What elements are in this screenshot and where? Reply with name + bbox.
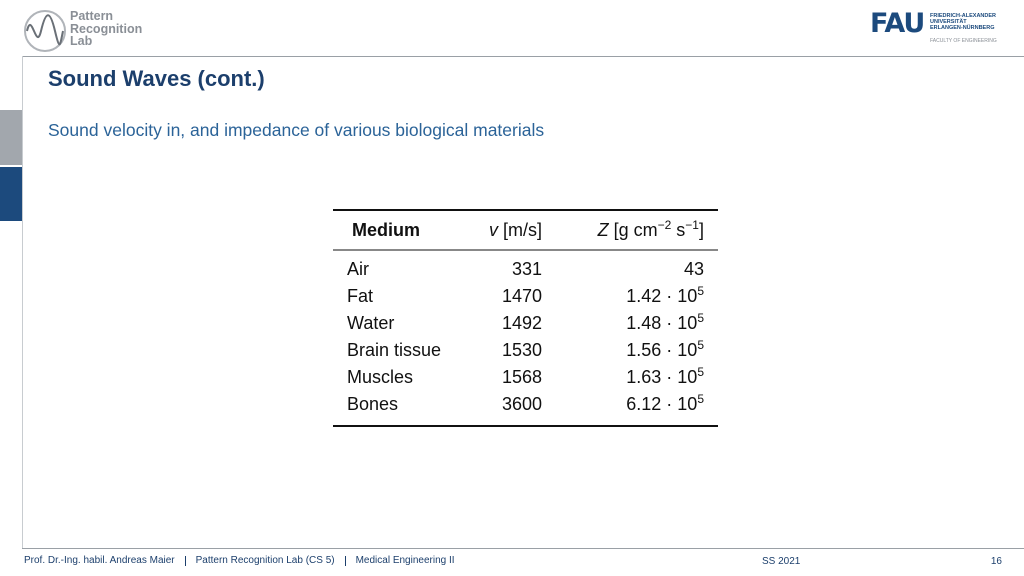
impedance-cell: 1.48 · 105 xyxy=(626,311,704,334)
impedance-cell: 1.63 · 105 xyxy=(626,365,704,388)
velocity-cell: 1470 xyxy=(501,286,542,306)
footer: Prof. Dr.-Ing. habil. Andreas Maier Patte… xyxy=(24,556,465,566)
unit: [g cm xyxy=(613,220,658,240)
side-tab xyxy=(0,110,22,165)
side-tab-active xyxy=(0,167,22,221)
table-row: Brain tissue 1530 1.56 · 105 xyxy=(333,338,718,367)
symbol: Z xyxy=(597,220,609,240)
footer-semester: SS 2021 xyxy=(762,556,801,567)
exponent: 5 xyxy=(697,284,704,298)
fau-name: FRIEDRICH-ALEXANDER UNIVERSITÄT ERLANGEN… xyxy=(930,13,996,31)
slide-subtitle: Sound velocity in, and impedance of vari… xyxy=(48,120,545,140)
velocity-cell: 3600 xyxy=(501,394,542,414)
table-row: Bones 3600 6.12 · 105 xyxy=(333,392,718,421)
unit: s xyxy=(671,220,686,240)
fau-name-line: UNIVERSITÄT xyxy=(930,19,967,25)
table: Medium v [m/s] Z [g cm−2 s−1] Air 331 43 Fa… xyxy=(333,209,718,414)
medium-cell: Fat xyxy=(347,286,374,306)
exponent: 5 xyxy=(697,392,704,406)
header-cell: v [m/s] xyxy=(489,220,542,241)
impedance-cell: 43 xyxy=(684,259,704,280)
mantissa: 1.48 · 10 xyxy=(626,313,698,333)
footer-item: Medical Engineering II xyxy=(355,555,455,566)
unit-exp: −2 xyxy=(657,218,672,232)
symbol: v xyxy=(488,220,498,240)
impedance-cell: 1.56 · 105 xyxy=(626,338,704,361)
exponent: 5 xyxy=(697,365,704,379)
medium-cell: Bones xyxy=(347,394,399,414)
table-header: Medium v [m/s] Z [g cm−2 s−1] xyxy=(333,218,718,260)
velocity-cell: 1568 xyxy=(501,367,542,387)
header-cell: Z [g cm−2 s−1] xyxy=(597,218,704,241)
medium-cell: Water xyxy=(347,313,395,333)
medium-cell: Air xyxy=(347,259,369,279)
table-row: Air 331 43 xyxy=(333,259,718,286)
logo-wave xyxy=(26,14,64,46)
slide-title: Sound Waves (cont.) xyxy=(48,66,265,91)
impedance-cell: 6.12 · 105 xyxy=(626,392,704,415)
unit: ] xyxy=(698,220,704,240)
logo-text: Pattern Recognition Lab xyxy=(70,10,142,48)
mantissa: 6.12 · 10 xyxy=(626,394,698,414)
velocity-cell: 331 xyxy=(511,259,542,279)
mantissa: 1.42 · 10 xyxy=(626,286,698,306)
unit: [m/s] xyxy=(503,220,542,240)
fau-name-line: ERLANGEN-NÜRNBERG xyxy=(930,25,995,31)
table-row: Fat 1470 1.42 · 105 xyxy=(333,284,718,313)
fau-logo: FAU xyxy=(870,8,925,39)
exponent: 5 xyxy=(697,338,704,352)
footer-item: Prof. Dr.-Ing. habil. Andreas Maier xyxy=(24,556,186,566)
fau-faculty: FACULTY OF ENGINEERING xyxy=(930,38,997,44)
logo-line: Lab xyxy=(70,34,93,48)
mantissa: 1.63 · 10 xyxy=(626,367,698,387)
mantissa: 43 xyxy=(683,259,704,279)
header-cell: Medium xyxy=(352,220,421,240)
mantissa: 1.56 · 10 xyxy=(626,340,698,360)
logo-line: Recognition xyxy=(70,21,143,36)
velocity-cell: 1530 xyxy=(501,340,542,360)
medium-cell: Muscles xyxy=(347,367,414,387)
impedance-cell: 1.42 · 105 xyxy=(626,284,704,307)
table-row: Muscles 1568 1.63 · 105 xyxy=(333,365,718,394)
table-body: Air 331 43 Fat 1470 1.42 · 105 Water 1492 1.48 ·… xyxy=(333,259,718,421)
medium-cell: Brain tissue xyxy=(347,340,442,360)
logo-line: Pattern xyxy=(70,9,114,23)
table-row: Water 1492 1.48 · 105 xyxy=(333,311,718,340)
logo-circle xyxy=(24,10,66,52)
unit-exp: −1 xyxy=(685,218,699,232)
velocity-cell: 1492 xyxy=(501,313,542,333)
fau-name-line: FRIEDRICH-ALEXANDER xyxy=(930,13,996,19)
exponent: 5 xyxy=(697,311,704,325)
footer-item: Pattern Recognition Lab (CS 5) xyxy=(186,556,346,566)
footer-page: 16 xyxy=(990,556,1002,567)
